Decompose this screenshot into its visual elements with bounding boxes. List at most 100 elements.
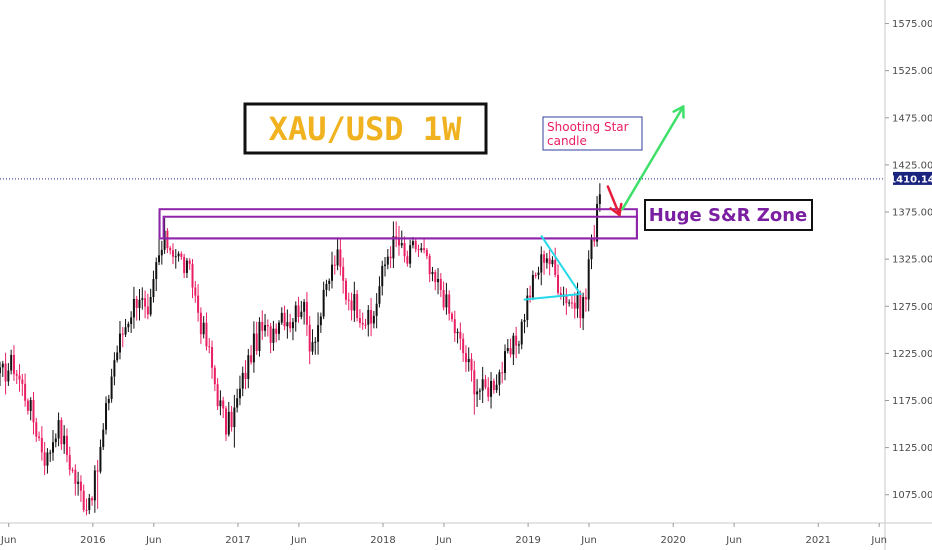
chart-title: XAU/USD 1W bbox=[269, 110, 462, 148]
candle-body bbox=[297, 305, 300, 317]
candle-body bbox=[26, 400, 29, 411]
candle-body bbox=[238, 388, 241, 399]
candle-body bbox=[370, 309, 373, 324]
candle-body bbox=[68, 454, 71, 470]
x-tick-label: Jun bbox=[290, 535, 307, 546]
candle-body bbox=[414, 241, 417, 250]
up-arrow-head bbox=[672, 105, 685, 119]
candle-body bbox=[177, 253, 180, 257]
candle-body bbox=[356, 293, 359, 319]
candle-body bbox=[487, 387, 490, 397]
y-tick-label: 1325.00 bbox=[892, 255, 932, 266]
candle-body bbox=[29, 399, 32, 411]
candle-body bbox=[38, 436, 41, 438]
candle-body bbox=[450, 313, 453, 320]
candle-body bbox=[88, 498, 91, 511]
candle-body bbox=[7, 370, 10, 382]
candle-body bbox=[24, 383, 27, 401]
candle-body bbox=[554, 260, 557, 276]
candle-body bbox=[144, 298, 147, 307]
candle-body bbox=[548, 258, 551, 265]
candle-body bbox=[65, 435, 68, 455]
candle-body bbox=[498, 372, 501, 385]
candle-body bbox=[565, 294, 568, 304]
candle-body bbox=[559, 292, 562, 298]
candle-body bbox=[308, 324, 311, 352]
x-tick-label: Jun bbox=[145, 535, 162, 546]
candle-body bbox=[598, 194, 601, 204]
candle-body bbox=[336, 249, 339, 266]
candle-body bbox=[266, 325, 269, 327]
candle-body bbox=[213, 367, 216, 385]
candle-body bbox=[4, 363, 7, 382]
candle-body bbox=[121, 333, 124, 335]
x-tick-label: Jun bbox=[725, 535, 742, 546]
y-tick-label: 1075.00 bbox=[892, 490, 932, 501]
candle-body bbox=[219, 400, 222, 407]
candle-body bbox=[32, 399, 35, 423]
candle-body bbox=[255, 333, 258, 351]
candle-body bbox=[113, 360, 116, 377]
candle-body bbox=[364, 324, 367, 326]
candle-body bbox=[420, 248, 423, 251]
down-arrow-shaft bbox=[606, 185, 621, 217]
x-tick-label: Jun bbox=[435, 535, 452, 546]
candle-body bbox=[124, 327, 127, 335]
candle-body bbox=[107, 398, 110, 404]
candle-body bbox=[180, 253, 183, 257]
candle-body bbox=[512, 335, 515, 355]
candle-body bbox=[397, 239, 400, 246]
zone-label: Huge S&R Zone bbox=[649, 205, 807, 226]
candle-body bbox=[582, 297, 585, 319]
candle-body bbox=[135, 298, 138, 308]
candle-body bbox=[202, 322, 205, 335]
x-tick-label: Jun bbox=[0, 535, 17, 546]
candle-body bbox=[52, 442, 55, 453]
candle-body bbox=[344, 280, 347, 300]
candle-body bbox=[216, 384, 219, 407]
candle-body bbox=[481, 379, 484, 391]
candle-body bbox=[464, 353, 467, 363]
candle-body bbox=[183, 256, 186, 273]
candle-body bbox=[526, 295, 529, 321]
candle-body bbox=[506, 348, 509, 352]
candle-body bbox=[0, 367, 1, 374]
candle-body bbox=[445, 294, 448, 308]
x-tick-label: 2021 bbox=[806, 535, 831, 546]
candle-body bbox=[367, 309, 370, 325]
candle-body bbox=[389, 256, 392, 259]
candle-body bbox=[278, 322, 281, 334]
candle-body bbox=[328, 280, 331, 284]
candle-body bbox=[199, 312, 202, 335]
candle-body bbox=[317, 325, 320, 342]
candle-body bbox=[392, 236, 395, 259]
candle-body bbox=[21, 379, 24, 384]
y-tick-label: 1425.00 bbox=[892, 160, 932, 171]
shooting-star-callout: Shooting Star candle bbox=[542, 116, 643, 151]
down-arrow-head bbox=[609, 202, 623, 217]
candle-body bbox=[403, 243, 406, 257]
candle-body bbox=[160, 249, 163, 256]
candle-body bbox=[233, 407, 236, 428]
candle-body bbox=[40, 437, 43, 453]
title-box: XAU/USD 1W bbox=[243, 102, 488, 155]
candle-body bbox=[54, 438, 57, 443]
candle-body bbox=[294, 305, 297, 323]
candle-body bbox=[300, 311, 303, 317]
candle-body bbox=[492, 380, 495, 391]
candle-body bbox=[584, 297, 587, 300]
candle-body bbox=[291, 322, 294, 329]
candle-body bbox=[478, 390, 481, 392]
candle-body bbox=[116, 352, 119, 361]
candle-body bbox=[258, 321, 261, 351]
candle-body bbox=[155, 262, 158, 280]
x-tick-label: 2016 bbox=[80, 535, 105, 546]
current-price-tag: 1410.14 bbox=[889, 171, 932, 185]
candle-body bbox=[77, 481, 80, 484]
candle-body bbox=[264, 325, 267, 331]
y-tick-label: 1125.00 bbox=[892, 443, 932, 454]
x-tick-label: 2017 bbox=[225, 535, 250, 546]
candle-body bbox=[158, 255, 161, 263]
candle-body bbox=[322, 289, 325, 317]
